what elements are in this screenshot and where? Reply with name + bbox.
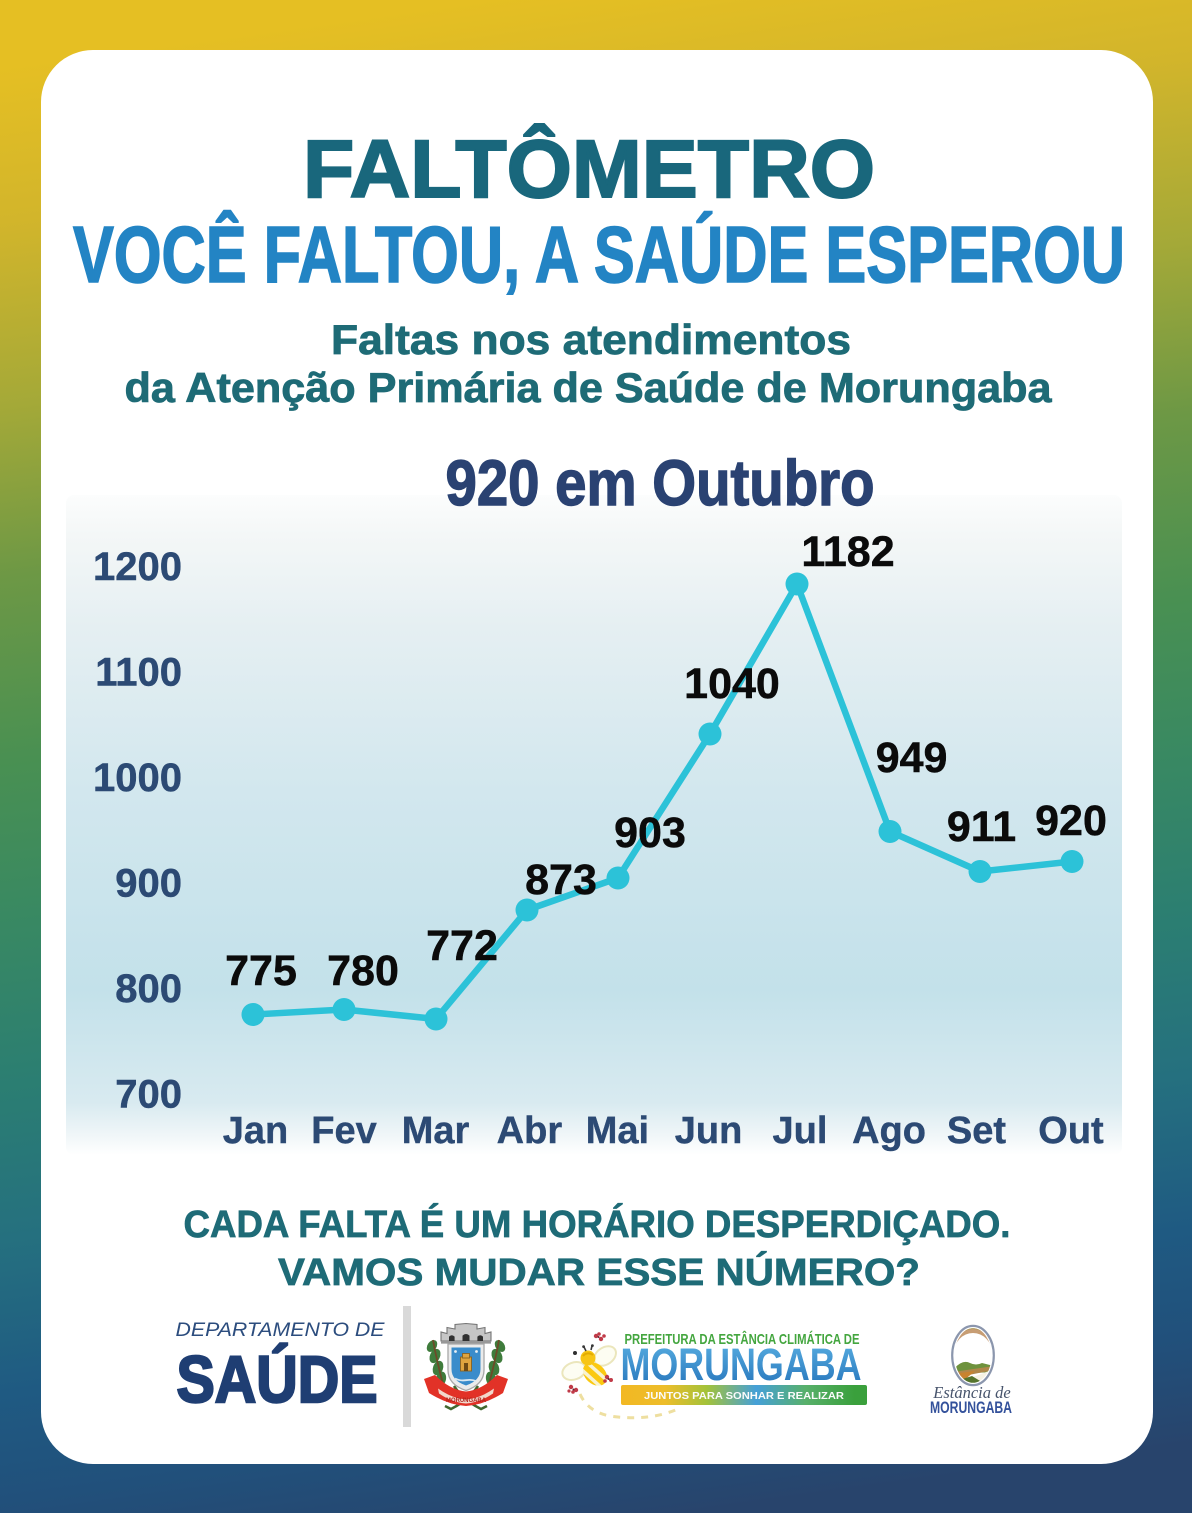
svg-text:VOCÊ FALTOU, A SAÚDE ESPEROU: VOCÊ FALTOU, A SAÚDE ESPEROU bbox=[73, 210, 1125, 299]
svg-text:Jul: Jul bbox=[773, 1110, 828, 1152]
svg-text:920 em Outubro: 920 em Outubro bbox=[446, 447, 875, 519]
svg-text:Jan: Jan bbox=[223, 1110, 288, 1152]
svg-text:1040: 1040 bbox=[684, 660, 780, 708]
svg-text:Set: Set bbox=[947, 1110, 1006, 1152]
svg-text:JUNTOS PARA SONHAR E REALIZAR: JUNTOS PARA SONHAR E REALIZAR bbox=[644, 1390, 844, 1402]
svg-text:Out: Out bbox=[1038, 1110, 1104, 1152]
svg-text:Fev: Fev bbox=[311, 1110, 376, 1152]
svg-text:DEPARTAMENTO DE: DEPARTAMENTO DE bbox=[176, 1320, 385, 1341]
svg-text:920: 920 bbox=[1035, 797, 1107, 845]
svg-text:Ago: Ago bbox=[852, 1110, 926, 1152]
svg-text:MORUNGABA: MORUNGABA bbox=[446, 1398, 487, 1404]
svg-text:Abr: Abr bbox=[497, 1110, 563, 1152]
svg-text:873: 873 bbox=[525, 856, 597, 904]
svg-text:772: 772 bbox=[426, 922, 498, 970]
svg-text:PREFEITURA DA ESTÂNCIA CLIMÁTI: PREFEITURA DA ESTÂNCIA CLIMÁTICA DE bbox=[625, 1330, 860, 1348]
svg-text:1100: 1100 bbox=[95, 651, 182, 695]
svg-text:da Atenção Primária de Saúde d: da Atenção Primária de Saúde de Morungab… bbox=[125, 364, 1053, 411]
svg-text:900: 900 bbox=[115, 862, 182, 906]
svg-text:MORUNGABA: MORUNGABA bbox=[621, 1339, 862, 1390]
svg-text:1182: 1182 bbox=[801, 528, 894, 576]
svg-text:911: 911 bbox=[947, 803, 1016, 851]
svg-text:CADA FALTA É UM HORÁRIO DESPER: CADA FALTA É UM HORÁRIO DESPERDIÇADO. bbox=[184, 1202, 1011, 1246]
svg-text:1200: 1200 bbox=[93, 545, 182, 589]
svg-text:903: 903 bbox=[614, 809, 686, 857]
svg-text:FALTÔMETRO: FALTÔMETRO bbox=[303, 124, 875, 215]
svg-text:949: 949 bbox=[876, 734, 948, 782]
svg-text:SAÚDE: SAÚDE bbox=[177, 1342, 378, 1416]
svg-text:780: 780 bbox=[327, 947, 399, 995]
svg-text:VAMOS MUDAR ESSE NÚMERO?: VAMOS MUDAR ESSE NÚMERO? bbox=[278, 1250, 920, 1294]
svg-text:Mar: Mar bbox=[402, 1110, 470, 1152]
svg-text:Mai: Mai bbox=[586, 1110, 649, 1152]
svg-text:700: 700 bbox=[115, 1073, 182, 1117]
svg-text:800: 800 bbox=[115, 967, 182, 1011]
svg-text:Jun: Jun bbox=[675, 1110, 743, 1152]
svg-text:1000: 1000 bbox=[93, 756, 182, 800]
svg-text:MORUNGABA: MORUNGABA bbox=[930, 1399, 1012, 1417]
svg-text:775: 775 bbox=[225, 947, 297, 995]
svg-text:Faltas nos atendimentos: Faltas nos atendimentos bbox=[331, 316, 851, 363]
svg-text:Estância de: Estância de bbox=[932, 1383, 1010, 1402]
